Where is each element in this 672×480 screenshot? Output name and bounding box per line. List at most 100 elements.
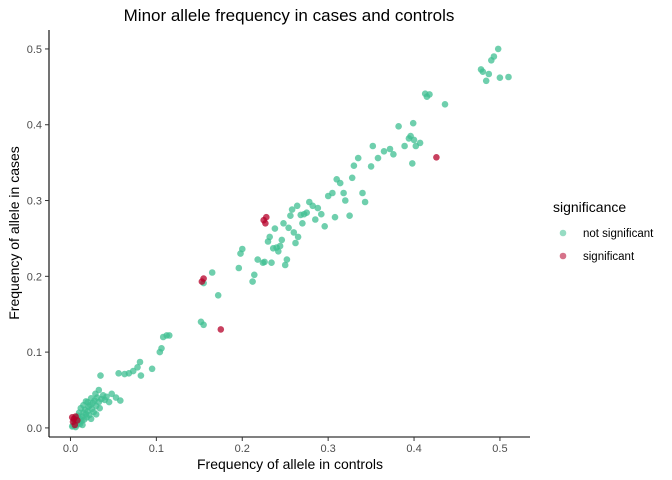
point-not-significant xyxy=(97,372,104,379)
point-not-significant xyxy=(321,223,329,230)
point-not-significant xyxy=(275,248,282,255)
point-not-significant xyxy=(350,162,358,169)
point-significant xyxy=(263,213,270,221)
point-not-significant xyxy=(505,73,512,81)
point-significant xyxy=(433,154,440,161)
point-not-significant xyxy=(249,278,256,285)
point-not-significant xyxy=(108,390,115,398)
point-not-significant xyxy=(390,151,397,158)
points-layer xyxy=(68,45,512,431)
point-not-significant xyxy=(285,224,292,232)
point-not-significant xyxy=(136,358,144,366)
y-tick-label: 0.1 xyxy=(27,347,42,359)
point-not-significant xyxy=(348,174,356,182)
point-not-significant xyxy=(293,202,301,210)
point-not-significant xyxy=(134,364,141,371)
point-not-significant xyxy=(410,136,418,144)
x-tick-label: 0.3 xyxy=(321,443,336,455)
point-not-significant xyxy=(294,233,302,241)
y-tick-label: 0.0 xyxy=(27,423,42,435)
point-not-significant xyxy=(281,261,289,269)
y-tick-label: 0.3 xyxy=(27,196,42,208)
x-tick-label: 0.0 xyxy=(63,443,78,455)
x-axis-ticks: 0.0 0.1 0.2 0.3 0.4 0.5 xyxy=(63,437,508,455)
point-not-significant xyxy=(92,411,100,418)
point-not-significant xyxy=(380,148,388,155)
point-not-significant xyxy=(166,332,173,339)
point-not-significant xyxy=(354,154,362,162)
point-not-significant xyxy=(87,395,95,402)
point-not-significant xyxy=(329,189,336,197)
y-axis-title: Frequency of allele in cases xyxy=(6,146,22,320)
point-not-significant xyxy=(261,258,268,266)
point-not-significant xyxy=(374,154,382,162)
point-not-significant xyxy=(496,74,504,81)
point-not-significant xyxy=(268,259,275,267)
y-tick-label: 0.4 xyxy=(27,120,42,132)
point-not-significant xyxy=(494,45,502,53)
legend-swatch-not-significant xyxy=(559,229,567,237)
point-significant xyxy=(200,275,207,282)
point-not-significant xyxy=(288,206,296,213)
legend-title: significance xyxy=(553,199,626,215)
point-not-significant xyxy=(342,197,349,204)
point-not-significant xyxy=(386,145,394,153)
point-not-significant xyxy=(409,119,417,127)
point-not-significant xyxy=(214,292,222,299)
point-not-significant xyxy=(309,202,317,210)
chart-title: Minor allele frequency in cases and cont… xyxy=(124,6,455,25)
point-not-significant xyxy=(312,216,319,223)
legend-label-significant: significant xyxy=(583,251,635,263)
y-tick-label: 0.2 xyxy=(27,271,42,283)
legend-swatch-significant xyxy=(559,252,567,260)
point-not-significant xyxy=(105,398,113,406)
point-significant xyxy=(68,414,76,421)
point-not-significant xyxy=(82,398,90,405)
point-not-significant xyxy=(292,239,299,247)
point-not-significant xyxy=(318,210,325,218)
legend: significance not significant significant xyxy=(553,199,654,263)
legend-label-not-significant: not significant xyxy=(583,228,654,240)
point-not-significant xyxy=(115,370,122,377)
point-not-significant xyxy=(103,393,110,401)
point-not-significant xyxy=(409,160,416,167)
point-not-significant xyxy=(271,225,279,232)
point-not-significant xyxy=(77,404,85,412)
point-not-significant xyxy=(129,367,137,375)
point-not-significant xyxy=(367,163,375,170)
point-not-significant xyxy=(200,321,207,329)
y-axis-ticks: 0.0 0.1 0.2 0.3 0.4 0.5 xyxy=(27,44,49,435)
point-significant xyxy=(71,421,79,429)
point-not-significant xyxy=(287,212,294,219)
point-not-significant xyxy=(137,372,145,379)
point-not-significant xyxy=(276,242,284,250)
point-not-significant xyxy=(117,397,124,404)
x-tick-label: 0.1 xyxy=(149,443,164,455)
point-not-significant xyxy=(278,236,286,244)
point-not-significant xyxy=(95,386,103,394)
point-not-significant xyxy=(490,53,498,60)
point-not-significant xyxy=(235,264,243,272)
point-not-significant xyxy=(361,198,369,206)
point-not-significant xyxy=(426,91,433,98)
point-not-significant xyxy=(299,220,306,227)
point-not-significant xyxy=(96,404,103,412)
point-not-significant xyxy=(485,70,493,78)
point-not-significant xyxy=(239,245,246,253)
point-significant xyxy=(262,220,269,227)
point-not-significant xyxy=(331,213,339,221)
point-not-significant xyxy=(79,421,86,429)
point-not-significant xyxy=(395,123,402,130)
point-not-significant xyxy=(251,271,258,279)
point-not-significant xyxy=(254,256,261,263)
point-not-significant xyxy=(441,101,449,108)
point-not-significant xyxy=(290,229,298,236)
point-not-significant xyxy=(336,179,344,187)
point-significant xyxy=(217,326,225,333)
x-tick-label: 0.4 xyxy=(406,443,421,455)
point-not-significant xyxy=(482,77,490,85)
point-not-significant xyxy=(314,204,322,212)
point-not-significant xyxy=(346,212,353,219)
point-not-significant xyxy=(340,189,347,197)
